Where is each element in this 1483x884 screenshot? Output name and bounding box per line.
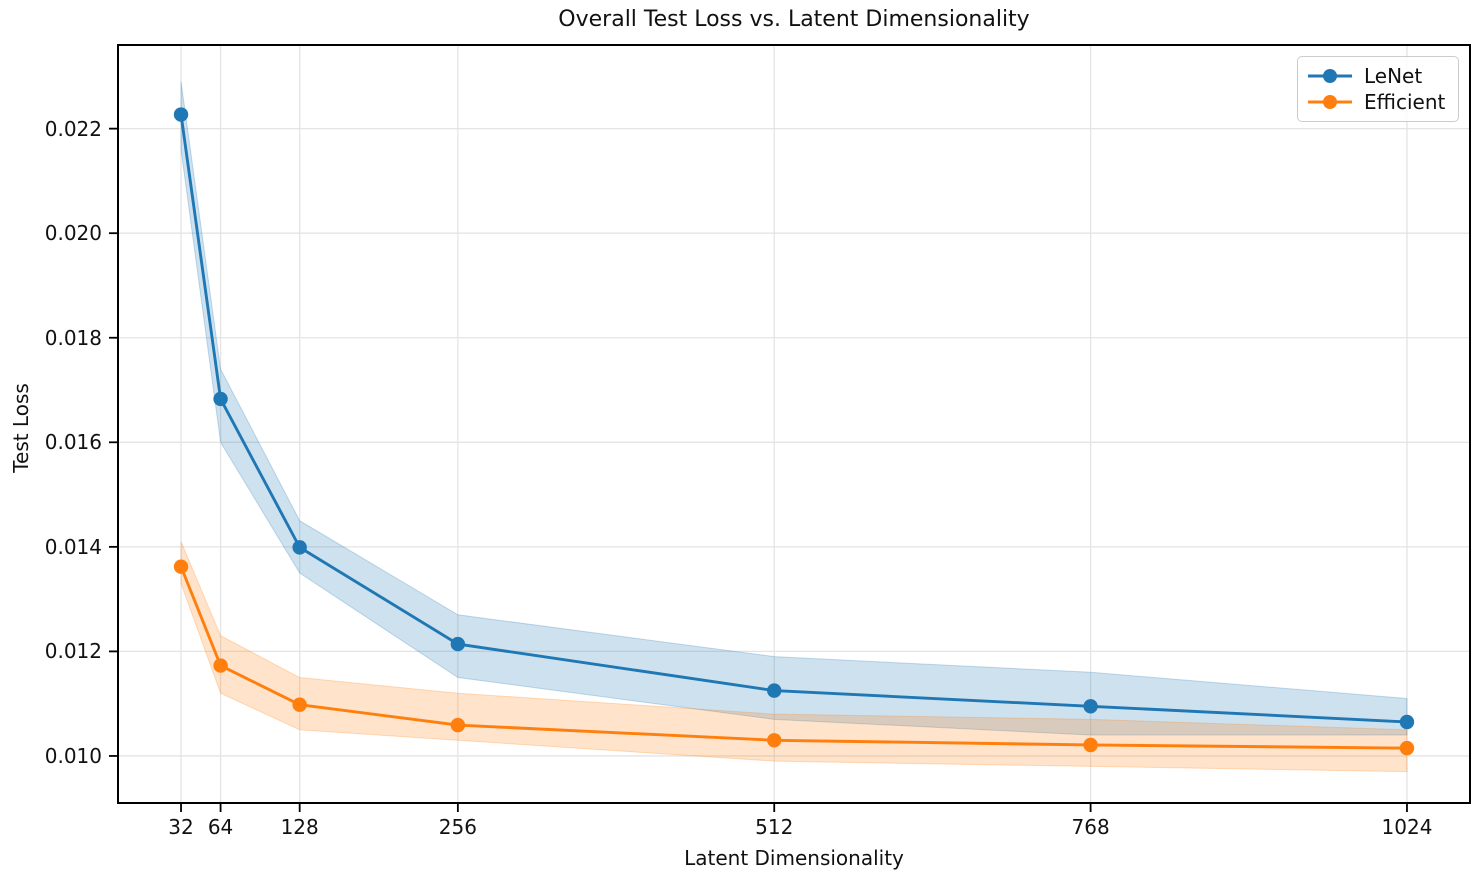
- chart-title: Overall Test Loss vs. Latent Dimensional…: [558, 7, 1030, 32]
- data-point-lenet-128: [292, 540, 307, 555]
- legend-label-lenet: LeNet: [1364, 64, 1423, 88]
- legend: LeNet Efficient: [1297, 56, 1459, 122]
- series-line-lenet: [179, 113, 1409, 724]
- efficient-line-marker-icon: [1308, 95, 1352, 109]
- confidence-band-lenet: [180, 81, 1408, 736]
- data-point-efficient-768: [1083, 737, 1098, 753]
- data-point-lenet-768: [1083, 699, 1098, 714]
- x-tick-label: 768: [1071, 815, 1110, 839]
- x-tick-label: 256: [438, 815, 477, 839]
- data-point-lenet-1024: [1399, 714, 1415, 730]
- x-tick-label: 32: [168, 815, 194, 839]
- y-tick-label: 0.020: [44, 221, 102, 246]
- axes-spines: [117, 44, 1471, 804]
- data-point-lenet-256: [450, 636, 466, 652]
- data-point-efficient-32: [173, 559, 189, 574]
- y-tick-label: 0.018: [44, 325, 102, 350]
- data-point-efficient-1024: [1399, 740, 1415, 756]
- data-point-efficient-512: [767, 733, 782, 748]
- x-tick-label: 64: [207, 815, 234, 839]
- y-tick-label: 0.012: [44, 639, 102, 664]
- x-tick-label: 128: [280, 815, 319, 839]
- y-tick-label: 0.016: [44, 430, 102, 455]
- y-tick-label: 0.010: [44, 743, 102, 768]
- x-axis-label: Latent Dimensionality: [684, 846, 904, 870]
- confidence-band-efficient: [180, 541, 1408, 773]
- data-point-lenet-512: [767, 683, 782, 698]
- data-point-lenet-64: [213, 391, 228, 407]
- legend-item-efficient: Efficient: [1307, 90, 1449, 114]
- y-tick-label: 0.022: [44, 116, 102, 141]
- y-axis-label: Test Loss: [9, 383, 33, 473]
- data-point-lenet-32: [173, 107, 189, 122]
- data-point-efficient-64: [213, 658, 228, 673]
- x-tick-label: 1024: [1381, 815, 1433, 839]
- legend-label-efficient: Efficient: [1364, 90, 1446, 114]
- legend-item-lenet: LeNet: [1307, 64, 1449, 88]
- data-point-efficient-256: [450, 717, 466, 733]
- data-point-efficient-128: [292, 697, 307, 712]
- y-tick-label: 0.014: [44, 534, 102, 559]
- x-tick-label: 512: [755, 815, 794, 839]
- lenet-line-marker-icon: [1308, 69, 1352, 83]
